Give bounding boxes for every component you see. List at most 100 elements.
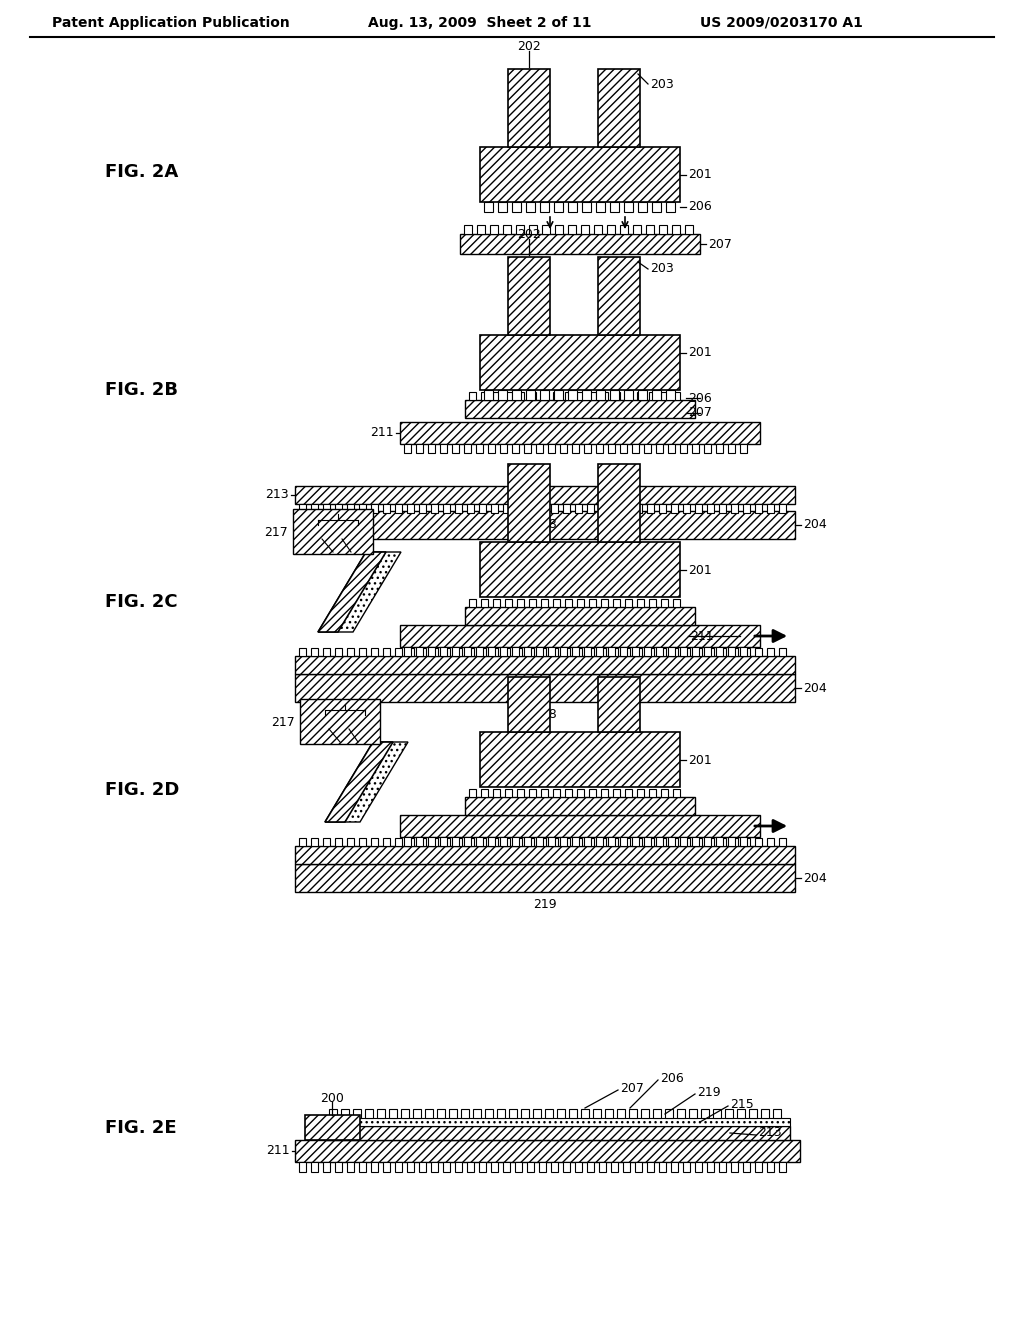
Text: 215: 215	[340, 531, 364, 544]
Text: 202: 202	[517, 41, 541, 54]
Bar	[465, 607, 695, 624]
Bar	[347, 504, 354, 513]
Text: 204: 204	[803, 519, 826, 532]
Polygon shape	[318, 552, 401, 632]
Bar	[431, 648, 438, 656]
Bar	[755, 648, 762, 656]
Bar	[517, 789, 524, 797]
Text: 203: 203	[650, 78, 674, 91]
Bar	[540, 389, 549, 400]
Text: 201: 201	[688, 169, 712, 181]
Bar	[480, 335, 680, 389]
Bar	[601, 599, 608, 607]
Bar	[295, 486, 795, 504]
Bar	[689, 1109, 697, 1118]
Bar	[464, 837, 471, 846]
Text: 211: 211	[371, 426, 394, 440]
Text: 215: 215	[730, 1097, 754, 1110]
Bar	[548, 444, 555, 453]
Bar	[596, 837, 603, 846]
Bar	[529, 392, 536, 400]
Bar	[620, 224, 628, 234]
Bar	[589, 599, 596, 607]
Bar	[508, 677, 550, 733]
Bar	[728, 647, 735, 656]
Bar	[611, 504, 618, 513]
Bar	[731, 648, 738, 656]
Bar	[548, 647, 555, 656]
Bar	[701, 1109, 709, 1118]
Bar	[551, 838, 558, 846]
Text: 216: 216	[327, 507, 350, 520]
Bar	[584, 837, 591, 846]
Bar	[743, 504, 750, 513]
Bar	[575, 504, 582, 513]
Bar	[505, 789, 512, 797]
Bar	[719, 648, 726, 656]
Bar	[299, 1162, 306, 1172]
Bar	[707, 504, 714, 513]
Bar	[683, 648, 690, 656]
Bar	[587, 1162, 594, 1172]
Bar	[323, 648, 330, 656]
Text: 201: 201	[688, 754, 712, 767]
Bar	[584, 647, 591, 656]
Bar	[680, 444, 687, 453]
Bar	[705, 647, 711, 656]
Bar	[476, 444, 483, 453]
Bar	[455, 1162, 462, 1172]
Bar	[464, 444, 471, 453]
Bar	[407, 838, 414, 846]
Bar	[498, 389, 507, 400]
Bar	[625, 392, 632, 400]
Bar	[653, 1109, 662, 1118]
Bar	[610, 389, 618, 400]
Bar	[443, 838, 450, 846]
Bar	[683, 838, 690, 846]
Bar	[593, 1109, 601, 1118]
Bar	[449, 1109, 457, 1118]
Bar	[497, 1109, 505, 1118]
Bar	[644, 837, 651, 846]
Bar	[536, 647, 543, 656]
Bar	[613, 789, 620, 797]
Bar	[419, 504, 426, 513]
Bar	[407, 504, 414, 513]
Bar	[383, 838, 390, 846]
Bar	[541, 392, 548, 400]
Bar	[383, 504, 390, 513]
Bar	[662, 392, 668, 400]
Bar	[623, 648, 630, 656]
Bar	[341, 1109, 349, 1118]
Bar	[598, 257, 640, 335]
Text: FIG. 2D: FIG. 2D	[105, 781, 179, 799]
Bar	[575, 648, 582, 656]
Bar	[695, 1162, 702, 1172]
Bar	[624, 389, 633, 400]
Bar	[541, 599, 548, 607]
Bar	[460, 234, 700, 253]
Bar	[565, 392, 572, 400]
Bar	[596, 202, 605, 213]
Bar	[400, 422, 760, 444]
Bar	[452, 647, 459, 656]
Bar	[347, 1162, 354, 1172]
Bar	[526, 202, 535, 213]
Bar	[671, 1162, 678, 1172]
Bar	[323, 838, 330, 846]
Bar	[481, 789, 488, 797]
Text: 200: 200	[321, 1092, 344, 1105]
Bar	[716, 837, 723, 846]
Bar	[659, 504, 666, 513]
Text: 217: 217	[271, 715, 295, 729]
Bar	[577, 599, 584, 607]
Bar	[479, 838, 486, 846]
Bar	[503, 1162, 510, 1172]
Bar	[659, 838, 666, 846]
Bar	[623, 504, 630, 513]
Bar	[662, 599, 668, 607]
Bar	[428, 444, 435, 453]
Bar	[707, 1162, 714, 1172]
Bar	[587, 648, 594, 656]
Text: 215: 215	[347, 721, 371, 734]
